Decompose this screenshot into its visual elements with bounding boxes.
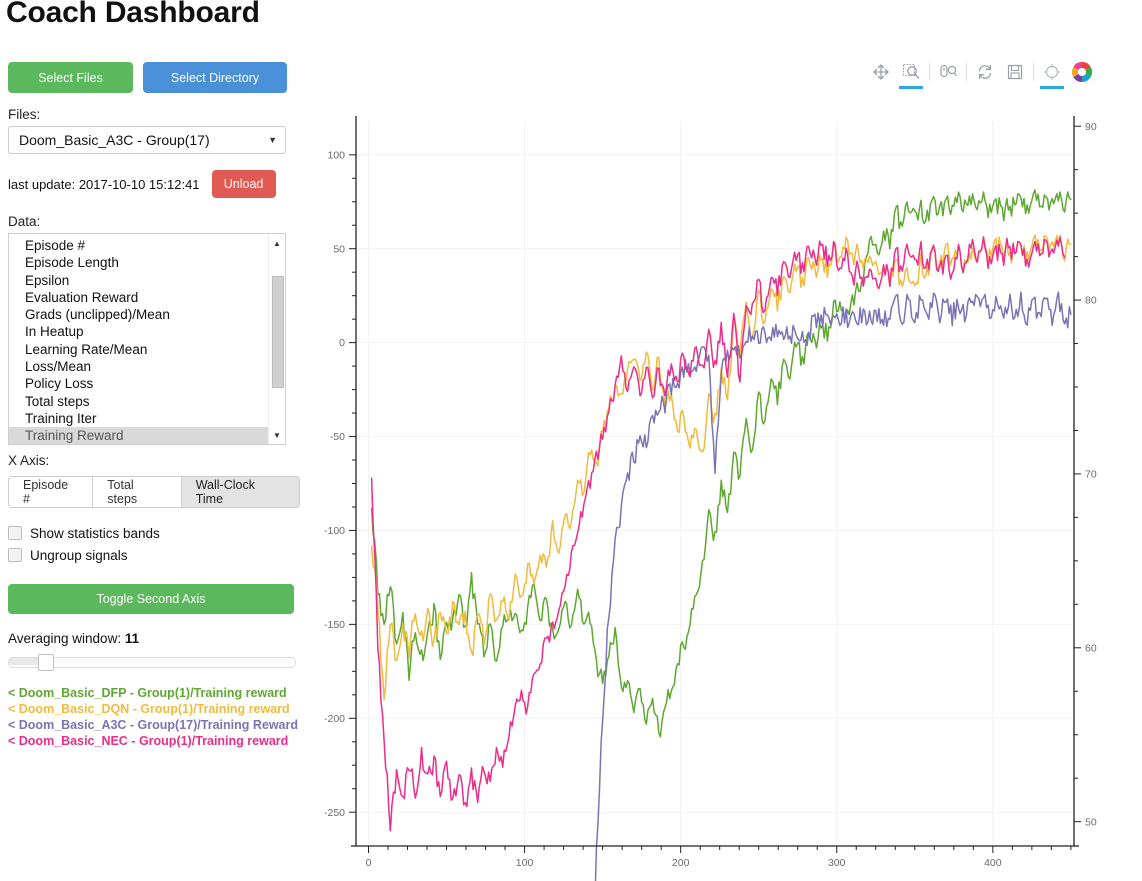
toolbar-separator [966,63,967,81]
x-axis-option-2[interactable]: Wall-Clock Time [180,476,300,508]
svg-text:300: 300 [828,857,846,869]
file-buttons-row: Select Files Select Directory [0,62,300,93]
data-listbox[interactable]: Episode # Episode Length Epsilon Evaluation… [8,233,286,445]
data-list-item[interactable]: In Heatup [25,324,84,340]
data-list-item[interactable]: Policy Loss [25,376,94,392]
svg-text:-250: -250 [324,807,345,819]
toolbar-separator [929,63,930,81]
slider-handle[interactable] [38,654,54,671]
data-list-items: Episode # Episode Length Epsilon Evaluation… [9,234,285,444]
reset-tool-icon[interactable] [970,57,1000,87]
svg-text:70: 70 [1085,469,1097,481]
files-select-value: Doom_Basic_A3C - Group(17) [19,132,210,148]
averaging-window-text: Averaging window: [8,631,122,646]
chevron-down-icon: ▼ [268,135,277,145]
svg-text:-200: -200 [324,713,345,725]
page-title: Coach Dashboard [6,0,260,29]
data-list-item[interactable]: Training Reward [9,427,285,444]
svg-text:60: 60 [1085,642,1097,654]
last-update-text: last update: 2017-10-10 15:12:41 [8,176,200,192]
sidebar: Select Files Select Directory Files: Doo… [0,62,300,750]
svg-text:100: 100 [327,149,345,161]
svg-text:-100: -100 [324,525,345,537]
toolbar-separator [1033,63,1034,81]
toggle-second-axis-button[interactable]: Toggle Second Axis [8,584,294,614]
svg-text:400: 400 [984,857,1002,869]
files-select[interactable]: Doom_Basic_A3C - Group(17) ▼ [8,126,286,154]
show-statistics-bands-label: Show statistics bands [30,525,160,541]
x-axis-option-0[interactable]: Episode # [8,476,94,508]
svg-text:-50: -50 [330,431,345,443]
averaging-window-label: Averaging window: 11 [8,631,300,646]
slider-fill [9,658,39,665]
data-list-item[interactable]: Training Iter [25,410,97,426]
bokeh-logo-icon[interactable] [1067,57,1097,87]
show-statistics-bands-row[interactable]: Show statistics bands [8,522,300,544]
chart-plot-area[interactable]: -250 -200 -150 -100 -50 0 50 100 50 60 70 80 90 0 100 2… [308,88,1142,881]
data-list-item[interactable]: Grads (unclipped)/Mean [25,307,170,323]
bokeh-toolbar [866,55,1097,89]
data-label: Data: [8,214,41,229]
svg-text:0: 0 [366,857,372,869]
svg-text:50: 50 [1085,816,1097,828]
wheel-zoom-tool-icon[interactable] [933,57,963,87]
select-directory-button[interactable]: Select Directory [143,62,287,93]
slider-track[interactable] [8,657,296,668]
svg-text:50: 50 [333,243,345,255]
data-list-item[interactable]: Evaluation Reward [25,289,139,305]
data-list-item[interactable]: Loss/Mean [25,359,92,375]
data-list-item[interactable]: Epsilon [25,272,70,288]
select-files-button[interactable]: Select Files [8,62,133,93]
legend-entry[interactable]: < Doom_Basic_DFP - Group(1)/Training rew… [8,686,287,700]
ungroup-signals-checkbox[interactable] [8,548,22,562]
svg-text:-150: -150 [324,619,345,631]
x-axis-button-group: Episode # Total steps Wall-Clock Time [8,476,300,508]
save-tool-icon[interactable] [1000,57,1030,87]
data-list-item[interactable]: Episode Length [25,255,119,271]
show-statistics-bands-checkbox[interactable] [8,526,22,540]
series-legend: < Doom_Basic_DFP - Group(1)/Training rew… [8,686,298,749]
data-list-item[interactable]: Episode # [25,238,86,253]
svg-text:100: 100 [516,857,534,869]
ungroup-signals-row[interactable]: Ungroup signals [8,544,300,566]
data-list-item[interactable]: Learning Rate/Mean [25,341,148,357]
legend-entry[interactable]: < Doom_Basic_NEC - Group(1)/Training rew… [8,734,289,748]
scrollbar-thumb[interactable] [272,276,284,388]
svg-text:0: 0 [339,337,345,349]
averaging-window-slider[interactable] [8,654,296,671]
svg-text:90: 90 [1085,121,1097,133]
scroll-up-icon[interactable]: ▲ [273,238,281,248]
legend-entry[interactable]: < Doom_Basic_DQN - Group(1)/Training rew… [8,702,290,716]
box-zoom-tool-icon[interactable] [896,57,926,89]
x-axis-label: X Axis: [8,453,50,468]
unload-button[interactable]: Unload [211,170,276,198]
ungroup-signals-label: Ungroup signals [30,547,128,563]
x-axis-option-1[interactable]: Total steps [92,476,182,508]
line-chart-svg[interactable]: -250 -200 -150 -100 -50 0 50 100 50 60 70 80 90 0 100 2… [308,88,1142,881]
scroll-down-icon[interactable]: ▼ [273,430,281,440]
legend-entry[interactable]: < Doom_Basic_A3C - Group(17)/Training Re… [8,718,298,732]
last-update-row: last update: 2017-10-10 15:12:41 Unload [8,170,300,198]
files-label: Files: [8,107,41,122]
averaging-window-value: 11 [124,631,140,646]
data-list-scrollbar[interactable]: ▲ ▼ [268,234,285,444]
svg-text:80: 80 [1085,295,1097,307]
plot-panel: -250 -200 -150 -100 -50 0 50 100 50 60 70 80 90 0 100 2… [308,55,1142,881]
svg-text:200: 200 [672,857,690,869]
data-list-item[interactable]: Total steps [25,393,90,409]
pan-tool-icon[interactable] [866,57,896,87]
hover-tool-icon[interactable] [1037,57,1067,89]
